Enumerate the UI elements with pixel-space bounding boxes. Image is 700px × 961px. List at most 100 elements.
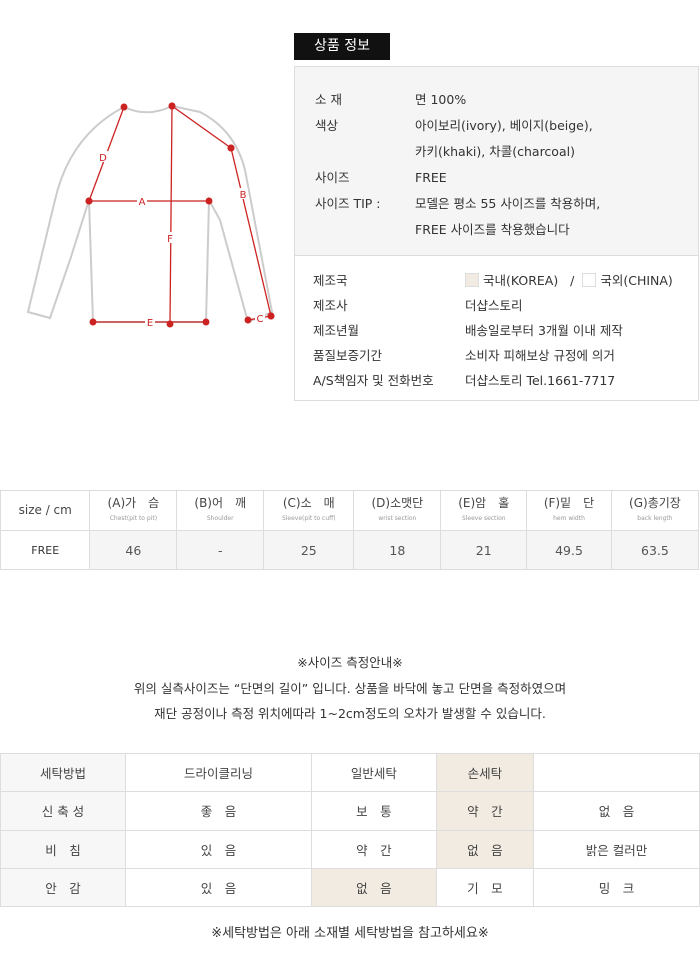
maker-value: 더샵스토리 Tel.1661-7717 xyxy=(465,373,616,388)
maker-label: 제조년월 xyxy=(313,323,360,338)
spec-value: 카키(khaki), 차콜(charcoal) xyxy=(415,144,575,159)
spec-label: 사이즈 TIP : xyxy=(315,196,381,211)
label-bg xyxy=(165,232,175,243)
spec-value: FREE xyxy=(415,170,447,185)
care-cell: 일반세탁 xyxy=(310,752,437,793)
note-line: 재단 공정이나 측정 위치에따라 1~2cm정도의 오차가 발생할 수 있습니다… xyxy=(154,706,546,721)
care-cell: 밍 크 xyxy=(532,867,700,908)
measure-point xyxy=(120,103,128,111)
origin-row: 제조국 국내(KOREA) / 국외(CHINA) xyxy=(313,268,698,293)
china-checkbox xyxy=(582,273,597,287)
care-cell: 밝은 컬러만 xyxy=(532,829,700,869)
size-value: 63.5 xyxy=(610,530,700,570)
header-title: (G)총기장 xyxy=(629,495,681,510)
china-label: 국외(CHINA) xyxy=(600,273,673,288)
header-subtitle: back length xyxy=(637,514,673,522)
care-cell: 없 음 xyxy=(532,791,700,831)
header-subtitle: Sleeve section xyxy=(461,514,506,522)
measure-point xyxy=(244,316,252,324)
measure-line xyxy=(230,147,272,317)
header-title: (A)가 슴 xyxy=(107,495,160,510)
measure-label-e: E xyxy=(147,318,153,329)
spec-row: 사이즈 TIP : 모델은 평소 55 사이즈를 착용하며, xyxy=(315,191,698,217)
header-title: (B)어 깨 xyxy=(194,495,247,510)
header-subtitle: Shoulder xyxy=(206,514,234,522)
measure-point xyxy=(202,318,210,326)
size-header: (F)밑 단 hem width xyxy=(526,490,612,531)
care-cell: 기 모 xyxy=(435,867,534,908)
measure-label-c: C xyxy=(257,314,264,325)
size-header: (B)어 깨 Shoulder xyxy=(176,490,265,531)
size-table: size / cm (A)가 슴 Chest(pit to pit) (B)어 깨 Sh… xyxy=(0,490,700,570)
maker-row: A/S책임자 및 전화번호 더샵스토리 Tel.1661-7717 xyxy=(313,368,698,393)
size-value: 25 xyxy=(263,530,355,570)
care-cell: 드라이클리닝 xyxy=(124,752,312,793)
spec-label xyxy=(315,217,415,243)
spec-label xyxy=(315,139,415,165)
header-title: (D)소맷단 xyxy=(371,495,424,510)
measure-point xyxy=(267,312,275,320)
maker-value: 배송일로부터 3개월 이내 제작 xyxy=(465,323,623,338)
header-title: (F)밑 단 xyxy=(543,495,595,510)
care-cell: 안 감 xyxy=(0,867,126,908)
spec-row: 카키(khaki), 차콜(charcoal) xyxy=(315,139,698,165)
label-bg xyxy=(238,188,248,199)
size-value: 18 xyxy=(353,530,442,570)
measure-label-b: B xyxy=(240,190,247,201)
spec-value: 면 100% xyxy=(415,92,467,107)
care-cell: 비 침 xyxy=(0,829,126,869)
corner-header: size / cm xyxy=(0,490,91,531)
origin-label: 제조국 xyxy=(313,273,348,288)
care-footer-note: ※세탁방법은 아래 소재별 세탁방법을 참고하세요※ xyxy=(211,926,489,941)
size-header: (G)총기장 back length xyxy=(610,490,700,531)
care-cell: 있 음 xyxy=(124,867,312,908)
spec-label: 소 재 xyxy=(315,92,342,107)
maker-value: 소비자 피해보상 규정에 의거 xyxy=(465,348,615,363)
header-subtitle: wrist section xyxy=(378,514,417,522)
measure-label-a: A xyxy=(139,197,146,208)
maker-label: 제조사 xyxy=(313,298,348,313)
size-header: (D)소맷단 wrist section xyxy=(353,490,442,531)
label-bg xyxy=(255,312,265,323)
maker-row: 제조년월 배송일로부터 3개월 이내 제작 xyxy=(313,318,698,343)
spec-value: 모델은 평소 55 사이즈를 착용하며, xyxy=(415,196,601,211)
size-value: 46 xyxy=(89,530,178,570)
korea-label: 국내(KOREA) xyxy=(483,273,559,288)
size-header: (C)소 매 Sleeve(pit to cuff) xyxy=(263,490,355,531)
care-cell xyxy=(532,752,700,793)
measure-point xyxy=(168,102,176,110)
measurement-notes: ※사이즈 측정안내※ 위의 실측사이즈는 “단면의 길이” 입니다. 상품을 바닥… xyxy=(0,650,700,727)
size-value: 49.5 xyxy=(526,530,612,570)
spec-value: FREE 사이즈를 착용했습니다 xyxy=(415,222,570,237)
size-header: (A)가 슴 Chest(pit to pit) xyxy=(89,490,178,531)
label-bg xyxy=(98,151,108,162)
size-value: 21 xyxy=(440,530,528,570)
product-spec-section: 소 재 면 100% 색상 아이보리(ivory), 베이지(beige), 카키(kh… xyxy=(295,67,698,256)
note-line: ※사이즈 측정안내※ xyxy=(297,655,403,670)
separator: / xyxy=(570,273,575,288)
header-subtitle: Sleeve(pit to cuff) xyxy=(281,514,336,522)
note-line: 위의 실측사이즈는 “단면의 길이” 입니다. 상품을 바닥에 놓고 단면을 측… xyxy=(133,680,567,696)
measure-line xyxy=(171,105,232,149)
spec-row: 색상 아이보리(ivory), 베이지(beige), xyxy=(315,113,698,139)
maker-value: 더샵스토리 xyxy=(465,298,523,313)
maker-row: 제조사 더샵스토리 xyxy=(313,293,698,318)
header-title: (E)암 홀 xyxy=(458,495,510,510)
maker-row: 품질보증기간 소비자 피해보상 규정에 의거 xyxy=(313,343,698,368)
care-row: 세탁방법 드라이클리닝 일반세탁 손세탁 xyxy=(0,752,700,793)
header-subtitle: Chest(pit to pit) xyxy=(109,514,158,522)
measure-label-d: D xyxy=(99,153,107,164)
care-cell: 없 음 xyxy=(435,829,534,869)
size-header: (E)암 홀 Sleeve section xyxy=(440,490,528,531)
header-subtitle: hem width xyxy=(553,514,585,522)
care-cell: 보 통 xyxy=(310,791,437,831)
size-label: FREE xyxy=(0,530,91,570)
spec-row: 사이즈 FREE xyxy=(315,165,698,191)
care-cell: 신 축 성 xyxy=(0,791,126,831)
maker-label: 품질보증기간 xyxy=(313,348,383,363)
